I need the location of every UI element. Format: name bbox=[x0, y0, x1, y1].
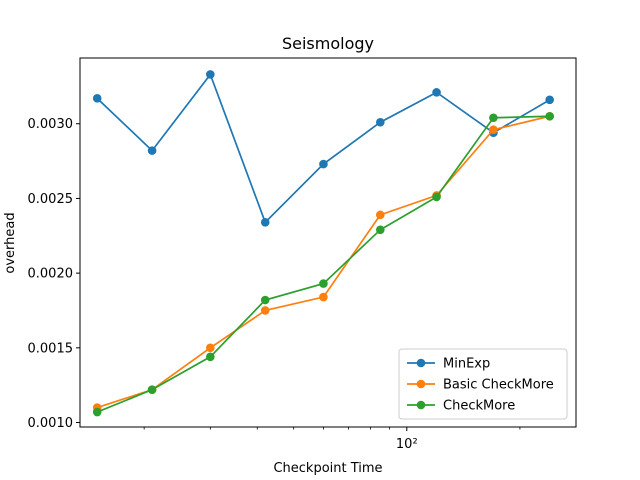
data-point bbox=[206, 343, 215, 353]
data-point bbox=[319, 279, 328, 288]
data-point bbox=[92, 407, 102, 417]
legend-entry: CheckMore bbox=[407, 399, 515, 414]
y-tick-label: 0.0020 bbox=[28, 267, 74, 282]
y-axis-label: overhead bbox=[3, 212, 18, 273]
data-point bbox=[545, 111, 554, 121]
data-point bbox=[147, 385, 157, 394]
x-axis-label: Checkpoint Time bbox=[273, 461, 382, 476]
data-point bbox=[375, 117, 385, 127]
legend-label: Basic CheckMore bbox=[443, 378, 554, 393]
data-point bbox=[545, 95, 554, 105]
data-point bbox=[260, 306, 270, 315]
plot-frame bbox=[79, 57, 577, 428]
data-point bbox=[319, 159, 328, 169]
series-layer bbox=[92, 70, 554, 417]
y-axis: 0.0010 0.0015 0.0020 0.0025 0.0030 bbox=[28, 117, 80, 431]
chart-title: Seismology bbox=[282, 34, 374, 53]
y-tick-label: 0.0015 bbox=[28, 341, 74, 356]
data-point bbox=[489, 113, 498, 123]
data-point bbox=[92, 94, 102, 103]
y-tick-label: 0.0030 bbox=[28, 117, 74, 132]
legend-label: MinExp bbox=[443, 357, 490, 372]
data-point bbox=[206, 352, 215, 362]
data-point bbox=[319, 292, 328, 302]
data-point bbox=[147, 146, 157, 155]
legend-swatch-marker bbox=[416, 400, 426, 410]
data-point bbox=[260, 295, 270, 305]
data-point bbox=[260, 218, 270, 227]
data-point bbox=[432, 88, 441, 97]
data-point bbox=[489, 125, 498, 135]
legend-entry: MinExp bbox=[407, 357, 490, 372]
x-tick-label: 10² bbox=[396, 437, 418, 452]
data-point bbox=[375, 210, 385, 220]
legend-swatch-marker bbox=[416, 358, 426, 368]
data-point bbox=[432, 192, 441, 202]
series-0 bbox=[92, 70, 554, 227]
legend: MinExp Basic CheckMore CheckMore bbox=[398, 348, 568, 420]
legend-label: CheckMore bbox=[443, 399, 515, 414]
legend-swatch-marker bbox=[416, 379, 426, 389]
legend-box bbox=[398, 348, 568, 420]
y-tick-label: 0.0025 bbox=[28, 192, 74, 207]
y-tick-label: 0.0010 bbox=[28, 416, 74, 431]
x-axis: 10² bbox=[143, 427, 521, 452]
data-point bbox=[375, 225, 385, 235]
legend-entry: Basic CheckMore bbox=[407, 378, 554, 393]
series-2 bbox=[92, 111, 554, 417]
data-point bbox=[206, 70, 215, 79]
